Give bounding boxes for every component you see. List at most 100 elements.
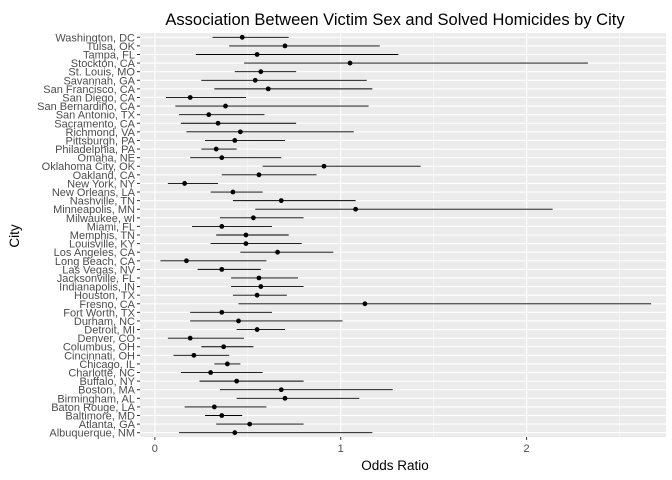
- y-tick-label: San Diego, CA: [62, 92, 135, 104]
- x-axis-title: Odds Ratio: [361, 458, 429, 473]
- odds-ratio-point: [256, 275, 262, 281]
- odds-ratio-point: [258, 69, 264, 75]
- y-tick-label: Albuquerque, NM: [49, 428, 135, 440]
- odds-ratio-point: [219, 155, 225, 161]
- odds-ratio-point: [247, 421, 253, 427]
- odds-ratio-point: [219, 309, 225, 315]
- y-tick-label: Tampa, FL: [83, 49, 135, 61]
- odds-ratio-point: [254, 52, 260, 57]
- y-tick-label: New York, NY: [67, 178, 136, 190]
- x-axis-labels: 0 1 2: [152, 443, 530, 455]
- odds-ratio-point: [221, 344, 227, 350]
- y-tick-label: Columbus, OH: [63, 342, 135, 354]
- odds-ratio-point: [243, 232, 249, 238]
- y-tick-label: Washington, DC: [55, 32, 135, 44]
- odds-ratio-point: [347, 60, 353, 66]
- y-tick-label: Los Angeles, CA: [54, 247, 136, 259]
- odds-ratio-point: [219, 266, 225, 272]
- odds-ratio-point: [321, 163, 327, 169]
- odds-ratio-point: [239, 34, 245, 40]
- y-tick-label: New Orleans, LA: [52, 187, 136, 199]
- odds-ratio-point: [236, 318, 241, 324]
- odds-ratio-point: [187, 335, 193, 341]
- odds-ratio-point: [282, 43, 288, 49]
- y-tick-label: Pittsburgh, PA: [66, 135, 136, 147]
- y-tick-label: Savannah, GA: [63, 75, 135, 87]
- y-tick-label: Denver, CO: [78, 333, 136, 345]
- odds-ratio-point: [243, 241, 249, 246]
- x-tick-label: 1: [338, 443, 344, 455]
- odds-ratio-point: [184, 258, 189, 264]
- y-tick-label: Atlanta, GA: [79, 419, 136, 431]
- y-tick-label: Sacramento, CA: [54, 118, 135, 130]
- odds-ratio-point: [232, 138, 238, 143]
- x-axis-ticks: [154, 437, 528, 440]
- odds-ratio-point: [206, 112, 212, 118]
- odds-ratio-point: [252, 77, 258, 83]
- chart-title: Association Between Victim Sex and Solve…: [165, 11, 625, 29]
- y-axis-title: City: [7, 224, 22, 247]
- y-tick-label: Charlotte, NC: [68, 368, 135, 380]
- odds-ratio-point: [234, 378, 240, 384]
- odds-ratio-point: [278, 387, 284, 393]
- y-tick-label: Jacksonville, FL: [57, 273, 135, 285]
- odds-ratio-point: [219, 413, 225, 418]
- odds-ratio-point: [223, 103, 228, 109]
- x-tick-label: 2: [524, 443, 530, 455]
- y-tick-label: Las Vegas, NV: [62, 264, 135, 276]
- y-tick-label: Buffalo, NY: [80, 376, 136, 388]
- y-tick-label: Birmingham, AL: [57, 393, 135, 405]
- y-tick-label: Houston, TX: [74, 290, 136, 302]
- y-tick-label: Nashville, TN: [70, 196, 135, 208]
- y-tick-label: Indianapolis, IN: [59, 282, 135, 294]
- odds-ratio-point: [353, 206, 359, 212]
- odds-ratio-point: [191, 352, 197, 358]
- y-tick-label: Richmond, VA: [66, 127, 136, 139]
- y-tick-label: Omaha, NE: [78, 153, 135, 165]
- y-tick-label: Milwaukee, wI: [66, 213, 135, 225]
- y-tick-label: Stockton, CA: [71, 58, 136, 70]
- y-tick-label: Baltimore, MD: [65, 411, 135, 423]
- odds-ratio-point: [275, 249, 280, 255]
- y-tick-label: Fort Worth, TX: [63, 307, 135, 319]
- odds-ratio-point: [362, 301, 368, 307]
- y-tick-label: Oakland, CA: [73, 170, 136, 182]
- y-tick-label: Oklahoma City, OK: [42, 161, 136, 173]
- odds-ratio-point: [230, 189, 236, 195]
- y-tick-label: Chicago, IL: [79, 359, 135, 371]
- confidence-intervals: [160, 36, 652, 434]
- y-axis-ticks: [137, 36, 140, 434]
- y-tick-label: Tulsa, OK: [87, 41, 136, 53]
- y-tick-label: Philadelphia, PA: [55, 144, 136, 156]
- odds-ratio-point: [219, 224, 225, 229]
- odds-ratio-point: [258, 284, 264, 289]
- x-tick-label: 0: [152, 443, 158, 455]
- y-tick-label: St. Louis, MO: [68, 67, 135, 79]
- odds-ratio-point: [256, 172, 262, 178]
- y-tick-label: Durham, NC: [74, 316, 135, 328]
- y-tick-label: Minneapolis, MN: [53, 204, 135, 216]
- y-tick-label: Long Beach, CA: [55, 256, 136, 268]
- y-tick-label: Louisville, KY: [69, 239, 136, 251]
- odds-ratio-point: [187, 95, 193, 100]
- odds-ratio-point: [182, 181, 188, 186]
- y-tick-label: Miami, FL: [87, 221, 135, 233]
- odds-ratio-points: [182, 34, 368, 436]
- y-tick-label: Baton Rouge, LA: [51, 402, 135, 414]
- y-tick-label: Detroit, MI: [84, 325, 135, 337]
- odds-ratio-point: [208, 370, 214, 375]
- odds-ratio-point: [215, 120, 221, 126]
- odds-ratio-point: [211, 404, 217, 410]
- y-tick-label: San Francisco, CA: [43, 84, 135, 96]
- odds-ratio-point: [224, 361, 230, 367]
- odds-ratio-point: [254, 327, 260, 332]
- y-tick-label: Memphis, TN: [70, 230, 135, 242]
- odds-ratio-point: [250, 215, 256, 221]
- y-tick-label: Boston, MA: [78, 385, 136, 397]
- odds-ratio-point: [213, 146, 219, 152]
- y-tick-label: Fresno, CA: [79, 299, 135, 311]
- odds-ratio-point: [254, 292, 260, 298]
- y-tick-label: San Bernardino, CA: [37, 101, 135, 113]
